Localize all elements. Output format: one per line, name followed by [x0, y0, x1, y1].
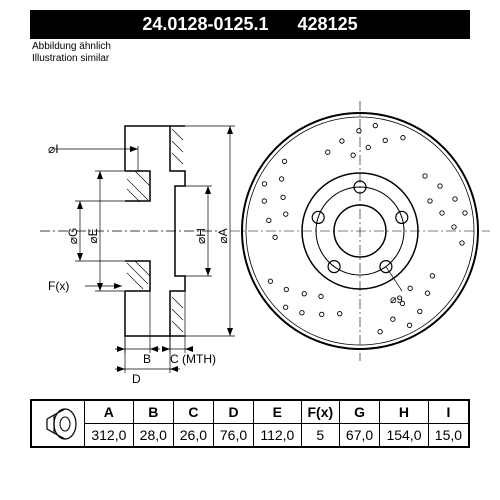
dim-A: ⌀A [216, 228, 230, 243]
td-D: 76,0 [213, 424, 253, 447]
subtitle-de: Abbildung ähnlich [32, 41, 490, 53]
td-G: 67,0 [340, 424, 380, 447]
th-I: I [428, 401, 468, 424]
dim-C: C (MTH) [170, 352, 216, 366]
td-E: 112,0 [254, 424, 302, 447]
side-view: ⌀A ⌀H ⌀E [40, 126, 235, 386]
dim-G: ⌀G [66, 228, 80, 245]
brake-disc-icon [38, 407, 78, 441]
th-H: H [380, 401, 429, 424]
th-A: A [85, 401, 134, 424]
subtitle-en: Illustration similar [32, 53, 490, 65]
th-C: C [173, 401, 213, 424]
td-C: 26,0 [173, 424, 213, 447]
dim-Fx: F(x) [48, 279, 69, 293]
td-H: 154,0 [380, 424, 429, 447]
header-bar: 24.0128-0125.1 428125 [30, 10, 470, 39]
td-A: 312,0 [85, 424, 134, 447]
table-row: 312,0 28,0 26,0 76,0 112,0 5 67,0 154,0 … [32, 424, 469, 447]
td-I: 15,0 [428, 424, 468, 447]
dim-I: ⌀I [48, 142, 59, 156]
th-D: D [213, 401, 253, 424]
th-E: E [254, 401, 302, 424]
part-number-1: 24.0128-0125.1 [142, 14, 268, 34]
dim-B: B [143, 352, 151, 366]
td-Fx: 5 [301, 424, 339, 447]
th-B: B [133, 401, 173, 424]
dim-D: D [132, 372, 141, 386]
subtitle: Abbildung ähnlich Illustration similar [32, 41, 490, 65]
dimension-table: A B C D E F(x) G H I 312,0 28,0 26,0 76,… [30, 399, 470, 448]
bolt-dia-label: ⌀9 [390, 294, 403, 306]
disc-icon-cell [32, 401, 85, 447]
th-G: G [340, 401, 380, 424]
technical-drawing: ⌀A ⌀H ⌀E [30, 71, 470, 391]
dim-E: ⌀E [86, 228, 100, 243]
th-Fx: F(x) [301, 401, 339, 424]
td-B: 28,0 [133, 424, 173, 447]
front-view: ⌀9 [230, 101, 490, 361]
dim-H: ⌀H [194, 228, 208, 244]
part-number-2: 428125 [298, 14, 358, 34]
